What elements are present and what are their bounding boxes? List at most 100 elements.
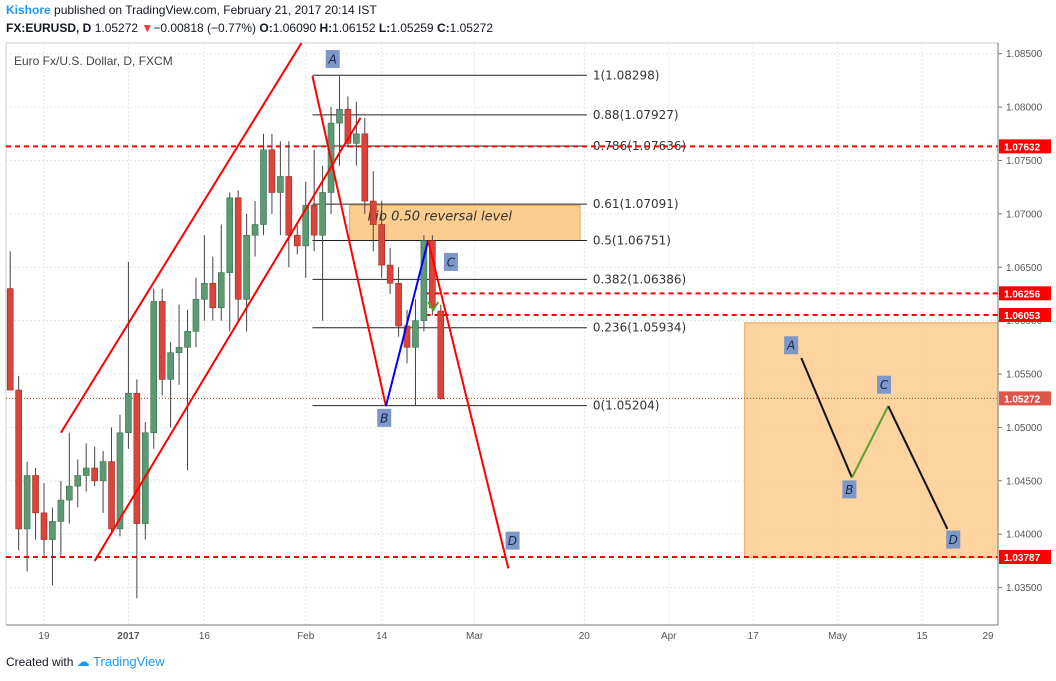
- candle-body: [184, 331, 191, 348]
- price-axis[interactable]: 1.03500 1.04000 1.04500 1.05000 1.05500 1.060…: [997, 43, 1051, 625]
- candle-body: [243, 234, 250, 300]
- x-tick-label: 20: [579, 631, 591, 642]
- down-arrow-icon: [427, 301, 440, 312]
- fibonacci-retracement[interactable]: Fib 0.50 reversal level 1(1.08298) 0.88(1.…: [312, 68, 686, 413]
- y-tick-label: 1.05500: [1006, 370, 1043, 381]
- wave-line: [427, 240, 510, 569]
- author-name[interactable]: Kishore: [6, 3, 51, 17]
- y-tick-label: 1.04000: [1006, 530, 1043, 541]
- projection-line: [887, 405, 949, 530]
- symbol-label: FX:EURUSD, D: [6, 21, 92, 35]
- low-label: L:: [378, 21, 391, 35]
- level-tag: [999, 549, 1051, 564]
- created-with: Created with: [6, 655, 74, 669]
- level-tag-label: 1.07632: [1004, 142, 1041, 153]
- candle-body: [133, 392, 141, 524]
- x-tick-label: 2017: [117, 631, 140, 642]
- wave-label-bg: [784, 336, 799, 355]
- wave-label: D: [505, 531, 520, 550]
- open-label: O:: [259, 21, 273, 35]
- wave-label-text: A: [786, 339, 795, 353]
- down-arrow-icon: ▼: [141, 21, 154, 35]
- candle-body: [336, 108, 343, 124]
- wave-label-text: C: [447, 255, 456, 269]
- fib-level-label: 0.88(1.07927): [593, 108, 679, 122]
- candle-body: [420, 240, 428, 321]
- level-tag-label: 1.03787: [1004, 553, 1041, 564]
- x-tick-label: Apr: [661, 631, 677, 642]
- x-tick-label: 16: [199, 631, 211, 642]
- wave-label-text: B: [845, 483, 853, 497]
- candle-body: [82, 467, 90, 476]
- wave-line: [384, 240, 430, 407]
- candle-body: [175, 347, 183, 353]
- wave-label-text: D: [949, 533, 958, 547]
- last-price: 1.05272: [94, 21, 139, 35]
- last-price-tag-label: 1.05272: [1004, 394, 1041, 405]
- projection-label: A: [784, 336, 799, 355]
- x-tick-label: 17: [748, 631, 760, 642]
- x-tick-label: 29: [982, 631, 994, 642]
- candle-body: [437, 310, 445, 399]
- candles: [6, 76, 445, 599]
- time-axis[interactable]: 19 2017 16 Feb 14 Mar 20 Apr 17 May 15 29: [6, 624, 998, 642]
- footer: Created with ☁ TradingView: [6, 654, 165, 670]
- wave-line: [311, 75, 387, 407]
- candle-body: [40, 512, 48, 540]
- trend-lines[interactable]: [60, 42, 949, 569]
- candle-body: [201, 282, 208, 300]
- candle-body: [234, 197, 242, 300]
- y-tick-label: 1.08000: [1006, 103, 1043, 114]
- channel-line: [93, 117, 362, 562]
- y-tick-label: 1.08500: [1006, 49, 1043, 60]
- tradingview-brand[interactable]: TradingView: [93, 654, 165, 669]
- projection-line: [851, 405, 890, 479]
- wave-label-bg: [877, 375, 892, 394]
- candle-body: [49, 521, 56, 540]
- level-tag: [999, 286, 1051, 301]
- x-tick-label: Feb: [297, 631, 315, 642]
- candle-body: [99, 461, 107, 482]
- y-tick-label: 1.06500: [1006, 263, 1043, 274]
- candle-body: [226, 197, 234, 273]
- horizontal-levels[interactable]: [6, 145, 998, 558]
- candle-body: [369, 200, 377, 225]
- wave-label-text: B: [380, 411, 388, 425]
- level-tag-label: 1.06053: [1004, 311, 1041, 322]
- candle-body: [6, 288, 14, 391]
- x-tick-label: 19: [38, 631, 50, 642]
- wave-label-text: A: [328, 53, 337, 67]
- candle-body: [251, 224, 259, 236]
- candle-body: [23, 475, 31, 530]
- candle-body: [74, 475, 82, 487]
- y-tick-label: 1.07500: [1006, 156, 1043, 167]
- y-tick-label: 1.05000: [1006, 423, 1043, 434]
- projection-label: B: [842, 480, 857, 499]
- projection-label: C: [877, 375, 892, 394]
- candle-body: [412, 320, 419, 348]
- fib-annotation-box: [349, 204, 581, 242]
- wave-label-text: C: [880, 378, 889, 392]
- candle-body: [353, 133, 360, 144]
- low-value: 1.05259: [390, 21, 434, 35]
- candle-body: [91, 467, 98, 482]
- fib-level-label: 0.5(1.06751): [593, 233, 671, 247]
- close-label: C:: [436, 21, 450, 35]
- high-label: H:: [319, 21, 333, 35]
- candle-body: [209, 282, 217, 309]
- candle-body: [319, 192, 326, 236]
- candle-body: [361, 133, 369, 202]
- wave-label-bg: [443, 252, 458, 271]
- wave-label: B: [377, 408, 392, 427]
- candle-body: [344, 108, 352, 144]
- level-tag: [999, 139, 1051, 154]
- fib-level-label: 0.61(1.07091): [593, 197, 679, 211]
- tradingview-logo-icon[interactable]: ☁: [76, 654, 90, 669]
- wave-label: C: [443, 252, 458, 271]
- candle-body: [192, 298, 200, 332]
- fib-level-label: 0.236(1.05934): [593, 321, 686, 335]
- candle-body: [260, 149, 267, 225]
- wave-label-bg: [842, 480, 857, 499]
- level-tag-label: 1.06256: [1004, 289, 1041, 300]
